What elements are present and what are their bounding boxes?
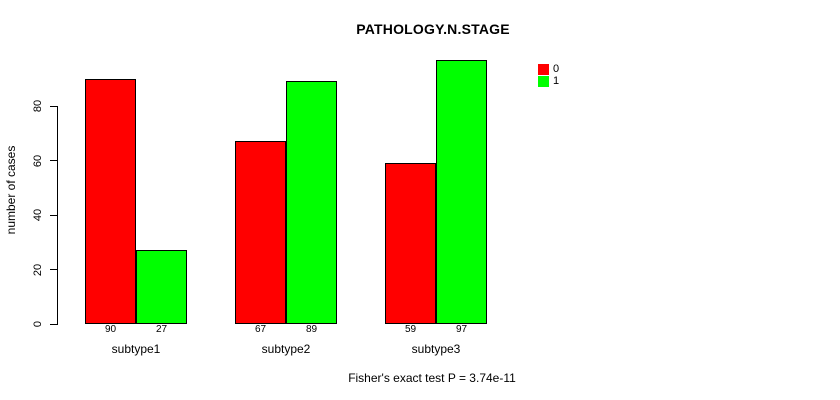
legend-label: 0 xyxy=(553,63,560,75)
bar-subtype2-1 xyxy=(286,81,337,324)
category-label-subtype1: subtype1 xyxy=(111,342,161,356)
fisher-test-annotation: Fisher's exact test P = 3.74e-11 xyxy=(348,371,516,385)
y-tick-label: 20 xyxy=(32,263,44,276)
y-tick-label: 60 xyxy=(32,154,44,167)
y-tick-mark xyxy=(50,269,57,270)
bar-value-label: 89 xyxy=(305,324,318,335)
chart-title: PATHOLOGY.N.STAGE xyxy=(356,21,510,37)
category-label-subtype3: subtype3 xyxy=(411,342,461,356)
bar-subtype3-0 xyxy=(385,163,436,324)
y-axis-label: number of cases xyxy=(4,145,18,235)
bar-subtype2-0 xyxy=(235,141,286,324)
y-tick-mark xyxy=(50,323,57,325)
legend-swatch-1 xyxy=(538,76,549,88)
bar-value-label: 27 xyxy=(155,324,168,335)
y-tick-label: 80 xyxy=(32,99,44,113)
y-tick-label: 0 xyxy=(32,320,44,328)
legend-swatch-0 xyxy=(538,64,549,75)
y-tick-label: 40 xyxy=(32,208,44,222)
bar-subtype1-0 xyxy=(85,78,136,324)
y-tick-mark xyxy=(50,160,57,161)
bar-subtype3-1 xyxy=(436,59,487,324)
legend-label: 1 xyxy=(553,75,560,88)
bar-value-label: 59 xyxy=(404,324,417,335)
category-label-subtype2: subtype2 xyxy=(261,342,311,356)
bar-subtype1-1 xyxy=(136,250,187,324)
bar-value-label: 90 xyxy=(104,324,117,335)
y-axis-line xyxy=(57,106,58,325)
y-tick-mark xyxy=(50,105,57,107)
bar-value-label: 97 xyxy=(455,324,468,335)
bar-value-label: 67 xyxy=(254,324,267,335)
y-tick-mark xyxy=(50,214,57,216)
